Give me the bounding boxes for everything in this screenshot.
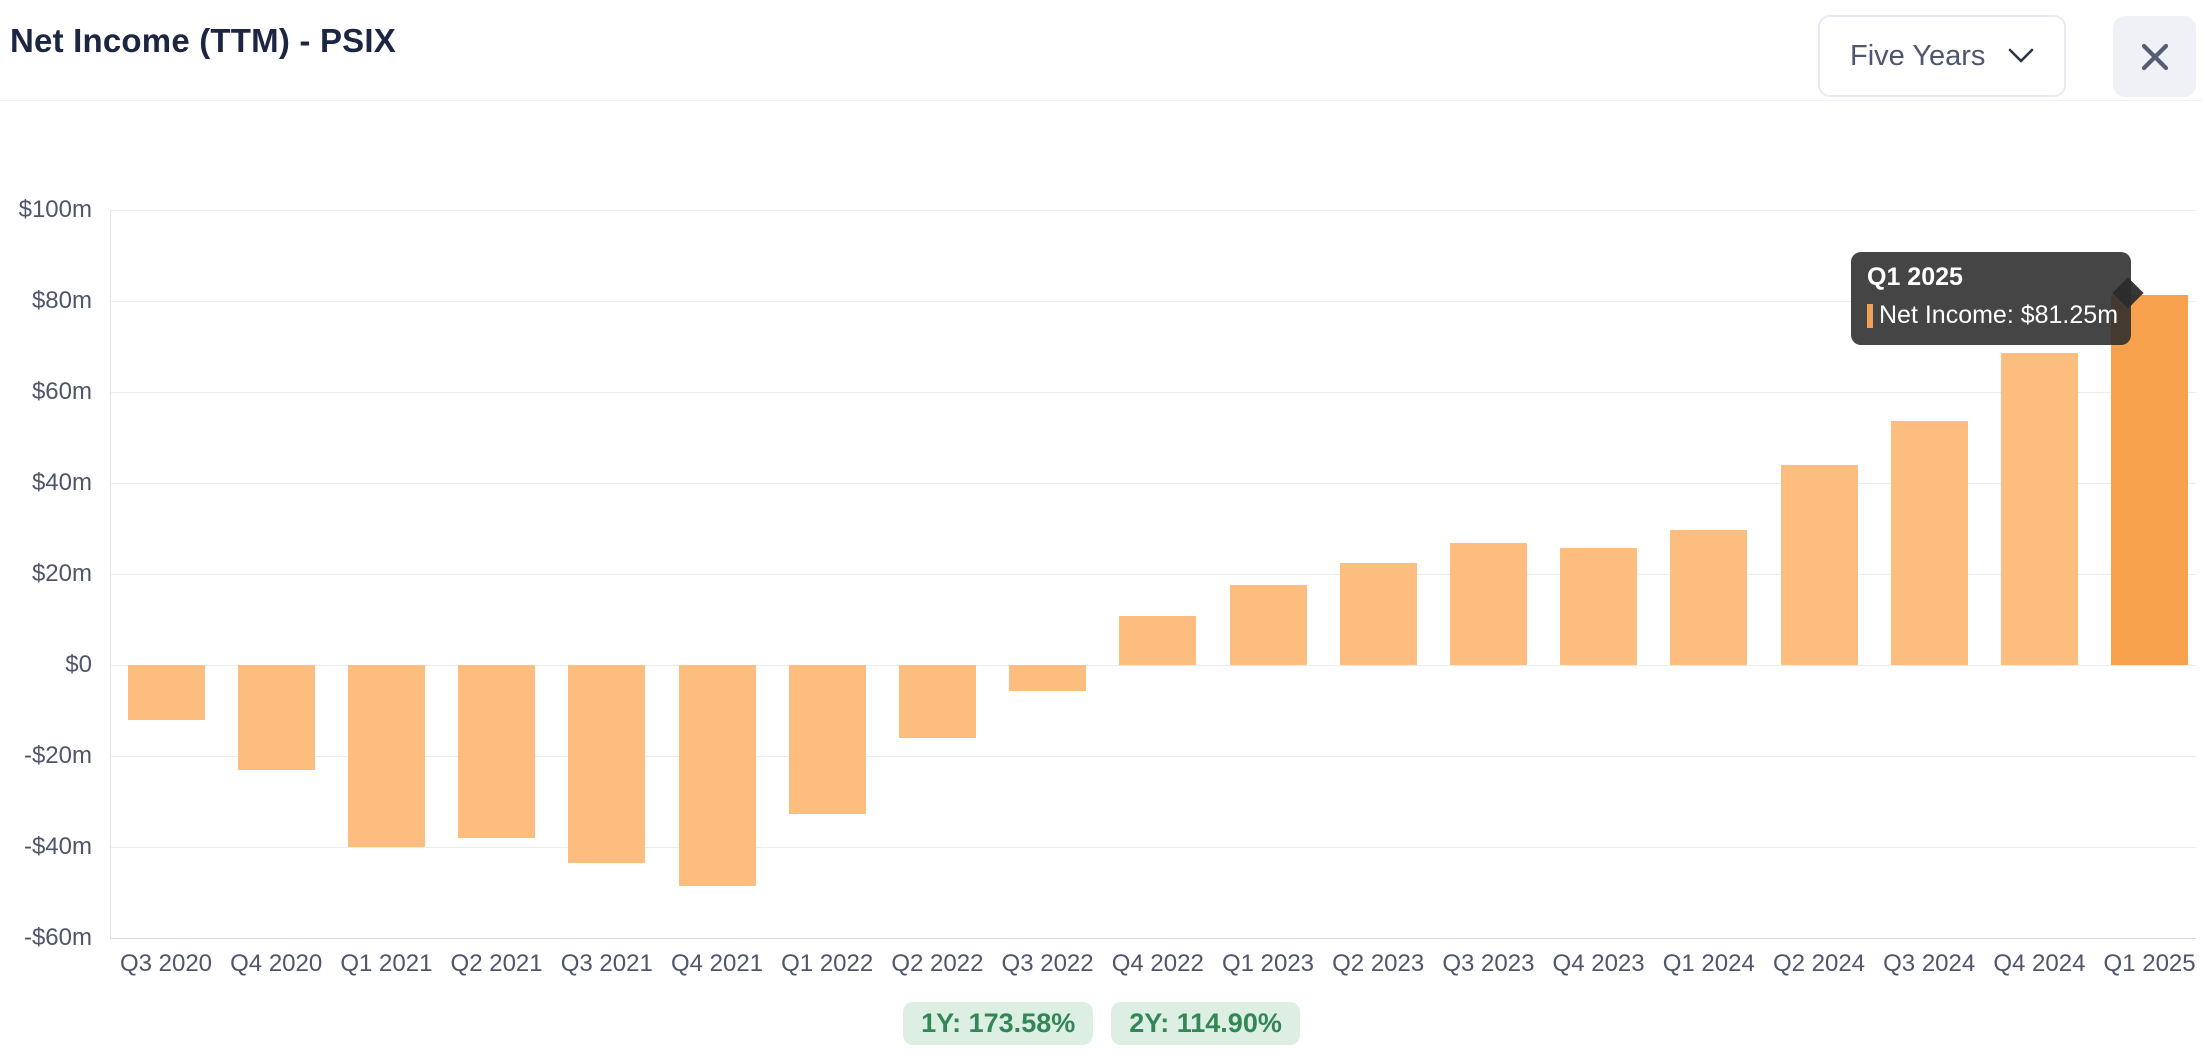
bar[interactable] — [347, 665, 425, 847]
bar[interactable] — [127, 665, 205, 720]
bar[interactable] — [568, 665, 646, 863]
bar[interactable] — [1229, 584, 1307, 665]
x-axis-label: Q2 2021 — [450, 950, 543, 977]
gridline — [110, 483, 2196, 484]
bar[interactable] — [1780, 464, 1858, 665]
bar[interactable] — [2000, 352, 2078, 665]
time-range-value: Five Years — [1850, 39, 1986, 72]
y-axis-label: -$60m — [23, 924, 92, 951]
bar[interactable] — [1009, 665, 1087, 692]
x-axis-label: Q4 2024 — [1993, 950, 2086, 977]
performance-badges: 1Y: 173.58% 2Y: 114.90% — [0, 1002, 2203, 1045]
y-axis-line — [110, 210, 111, 938]
bar[interactable] — [458, 665, 536, 838]
x-axis-label: Q1 2024 — [1662, 950, 1755, 977]
x-axis-label: Q4 2023 — [1552, 950, 1645, 977]
x-axis-label: Q4 2021 — [670, 950, 764, 977]
x-axis-label: Q1 2023 — [1221, 950, 1315, 977]
x-axis-label: Q1 2021 — [340, 950, 433, 977]
x-axis-label: Q2 2024 — [1772, 950, 1866, 977]
bar[interactable] — [1119, 615, 1197, 665]
y-axis-label: $40m — [31, 469, 92, 496]
x-axis-label: Q4 2022 — [1111, 950, 1204, 977]
x-axis-label: Q1 2022 — [781, 950, 874, 977]
y-axis-label: $100m — [18, 196, 92, 223]
x-axis-label: Q3 2024 — [1883, 950, 1976, 977]
y-axis-label: $0 — [65, 651, 92, 678]
bar[interactable] — [1670, 529, 1748, 665]
x-axis-label: Q3 2020 — [119, 950, 213, 977]
bar[interactable] — [1339, 563, 1417, 665]
bar[interactable] — [788, 665, 866, 815]
time-range-dropdown[interactable]: Five Years — [1818, 15, 2066, 97]
gridline — [110, 210, 2196, 211]
chart-header: Net Income (TTM) - PSIX Five Years — [0, 0, 2203, 100]
header-divider — [0, 100, 2203, 101]
bar[interactable] — [1560, 548, 1638, 665]
page-title: Net Income (TTM) - PSIX — [10, 22, 396, 59]
close-button[interactable] — [2113, 16, 2196, 97]
bar[interactable] — [1449, 543, 1527, 665]
gridline — [110, 665, 2196, 666]
gridline — [110, 392, 2196, 393]
y-axis-label: -$20m — [23, 742, 92, 769]
series-swatch-icon — [1867, 303, 1873, 328]
x-axis-label: Q4 2020 — [230, 950, 323, 977]
tooltip-title: Q1 2025 — [1867, 263, 1963, 291]
y-axis-label: $80m — [31, 287, 92, 314]
bar[interactable] — [1890, 421, 1968, 665]
y-axis-label: -$40m — [23, 833, 92, 860]
gridline — [110, 938, 2196, 939]
gridline — [110, 756, 2196, 757]
x-axis-label: Q3 2023 — [1442, 950, 1535, 977]
y-axis-label: $60m — [31, 378, 92, 405]
x-axis-label: Q2 2023 — [1332, 950, 1425, 977]
x-axis-label: Q2 2022 — [891, 950, 984, 977]
gridline — [110, 301, 2196, 302]
bar[interactable] — [678, 665, 756, 886]
x-axis-label: Q3 2021 — [560, 950, 653, 977]
chart-tooltip: Q1 2025 Net Income: $81.25m — [1851, 252, 2144, 345]
close-icon — [2140, 42, 2170, 72]
bar[interactable] — [2111, 295, 2189, 665]
x-axis-label: Q1 2025 — [2103, 950, 2196, 977]
return-badge-1y: 1Y: 173.58% — [903, 1002, 1094, 1045]
gridline — [110, 847, 2196, 848]
x-axis-label: Q3 2022 — [1001, 950, 1094, 977]
tooltip-value: Net Income: $81.25m — [1879, 301, 2119, 329]
y-axis-label: $20m — [31, 560, 92, 587]
gridline — [110, 574, 2196, 575]
return-badge-2y: 2Y: 114.90% — [1111, 1002, 1300, 1045]
chevron-down-icon — [2008, 48, 2034, 64]
bar[interactable] — [237, 665, 315, 770]
bar[interactable] — [898, 665, 976, 738]
